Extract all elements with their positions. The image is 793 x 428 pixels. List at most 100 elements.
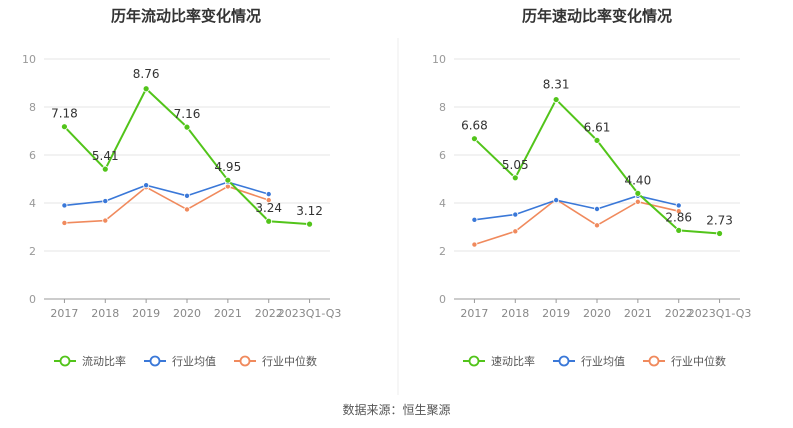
x-tick-label: 2017 — [460, 307, 488, 320]
data-point — [265, 197, 272, 204]
data-point — [471, 241, 478, 248]
legend-item: 行业中位数 — [234, 354, 317, 368]
legend-item: 行业中位数 — [643, 354, 726, 368]
y-tick-label: 2 — [29, 245, 36, 258]
data-point — [716, 230, 723, 237]
x-tick-label: 2022 — [665, 307, 693, 320]
source-label: 数据来源： — [342, 403, 403, 417]
data-label: 3.12 — [296, 204, 323, 218]
data-label: 4.95 — [214, 160, 241, 174]
data-point — [553, 197, 560, 204]
data-point — [142, 85, 150, 93]
data-point — [634, 189, 642, 197]
data-point — [101, 165, 109, 173]
data-label: 5.41 — [92, 149, 119, 163]
data-label: 5.05 — [502, 158, 529, 172]
data-point — [675, 226, 683, 234]
data-point — [265, 217, 273, 225]
y-tick-label: 8 — [439, 101, 446, 114]
series-line — [474, 195, 679, 221]
y-tick-label: 8 — [29, 101, 36, 114]
data-point — [512, 211, 519, 218]
legend-label: 行业中位数 — [671, 354, 726, 368]
x-tick-label: 2023Q1-Q3 — [688, 307, 752, 320]
data-point — [102, 198, 109, 205]
series-line — [64, 185, 269, 224]
x-tick-label: 2023Q1-Q3 — [278, 307, 342, 320]
data-point — [675, 208, 682, 215]
data-label: 2.86 — [665, 210, 692, 224]
legend-marker — [648, 355, 660, 367]
data-point — [183, 192, 190, 199]
x-tick-label: 2020 — [583, 307, 611, 320]
series-line — [474, 198, 679, 246]
legend-item: 行业均值 — [553, 355, 625, 368]
data-label: 7.16 — [174, 107, 201, 121]
legend-label: 流动比率 — [82, 354, 126, 368]
data-label: 6.68 — [461, 119, 488, 133]
data-label: 3.24 — [255, 201, 282, 215]
data-point — [102, 217, 109, 224]
y-tick-label: 0 — [29, 293, 36, 306]
y-tick-label: 6 — [439, 149, 446, 162]
legend-label: 行业均值 — [581, 355, 625, 368]
data-point — [61, 123, 68, 131]
data-point — [511, 174, 519, 182]
source-note: 数据来源：恒生聚源 — [0, 401, 793, 418]
data-point — [634, 198, 641, 205]
data-point — [61, 219, 68, 226]
data-point — [512, 228, 519, 235]
data-label: 8.31 — [543, 78, 570, 92]
y-tick-label: 4 — [439, 197, 446, 210]
y-tick-label: 0 — [439, 293, 446, 306]
chart-1: 历年流动比率变化情况 0 2 4 6 8 10 2017 2018 2019 2020 2021 202… — [22, 7, 341, 368]
data-label: 8.76 — [133, 67, 160, 81]
data-point — [143, 182, 150, 189]
x-tick-label: 2021 — [214, 307, 242, 320]
data-point — [594, 222, 601, 229]
data-label: 2.73 — [706, 213, 733, 227]
data-point — [183, 123, 191, 131]
chart-2: 历年速动比率变化情况 0 2 4 6 8 10 2017 2018 2019 2020 2021 202… — [432, 7, 751, 368]
legend-marker — [468, 355, 480, 367]
legend-label: 行业均值 — [172, 355, 216, 368]
legend-label: 行业中位数 — [262, 354, 317, 368]
legend-marker — [59, 355, 71, 367]
legend-item: 行业均值 — [144, 355, 216, 368]
data-point — [306, 220, 313, 228]
legend-label: 速动比率 — [491, 354, 535, 368]
data-point — [471, 216, 478, 223]
data-point — [224, 176, 232, 184]
chart-title: 历年流动比率变化情况 — [111, 7, 261, 25]
y-tick-label: 6 — [29, 149, 36, 162]
x-tick-label: 2018 — [501, 307, 529, 320]
x-tick-label: 2018 — [91, 307, 119, 320]
legend-item: 速动比率 — [463, 354, 535, 368]
legend-marker — [239, 355, 251, 367]
legend-marker — [558, 355, 570, 367]
y-tick-label: 2 — [439, 245, 446, 258]
data-point — [471, 135, 478, 143]
x-tick-label: 2020 — [173, 307, 201, 320]
data-point — [183, 206, 190, 213]
data-label: 4.40 — [624, 173, 651, 187]
y-tick-label: 10 — [432, 53, 446, 66]
series-line — [64, 181, 269, 207]
x-tick-label: 2017 — [50, 307, 78, 320]
data-point — [593, 136, 601, 144]
x-tick-label: 2021 — [624, 307, 652, 320]
data-point — [675, 202, 682, 209]
legend-item: 流动比率 — [54, 354, 126, 368]
legend-marker — [149, 355, 161, 367]
chart-title: 历年速动比率变化情况 — [522, 7, 672, 25]
source-value: 恒生聚源 — [402, 403, 451, 417]
x-tick-label: 2022 — [255, 307, 283, 320]
x-tick-label: 2019 — [542, 307, 570, 320]
data-point — [265, 191, 272, 198]
x-tick-label: 2019 — [132, 307, 160, 320]
data-point — [61, 202, 68, 209]
data-point — [552, 96, 560, 103]
data-label: 6.61 — [584, 120, 611, 134]
data-point — [594, 205, 601, 212]
